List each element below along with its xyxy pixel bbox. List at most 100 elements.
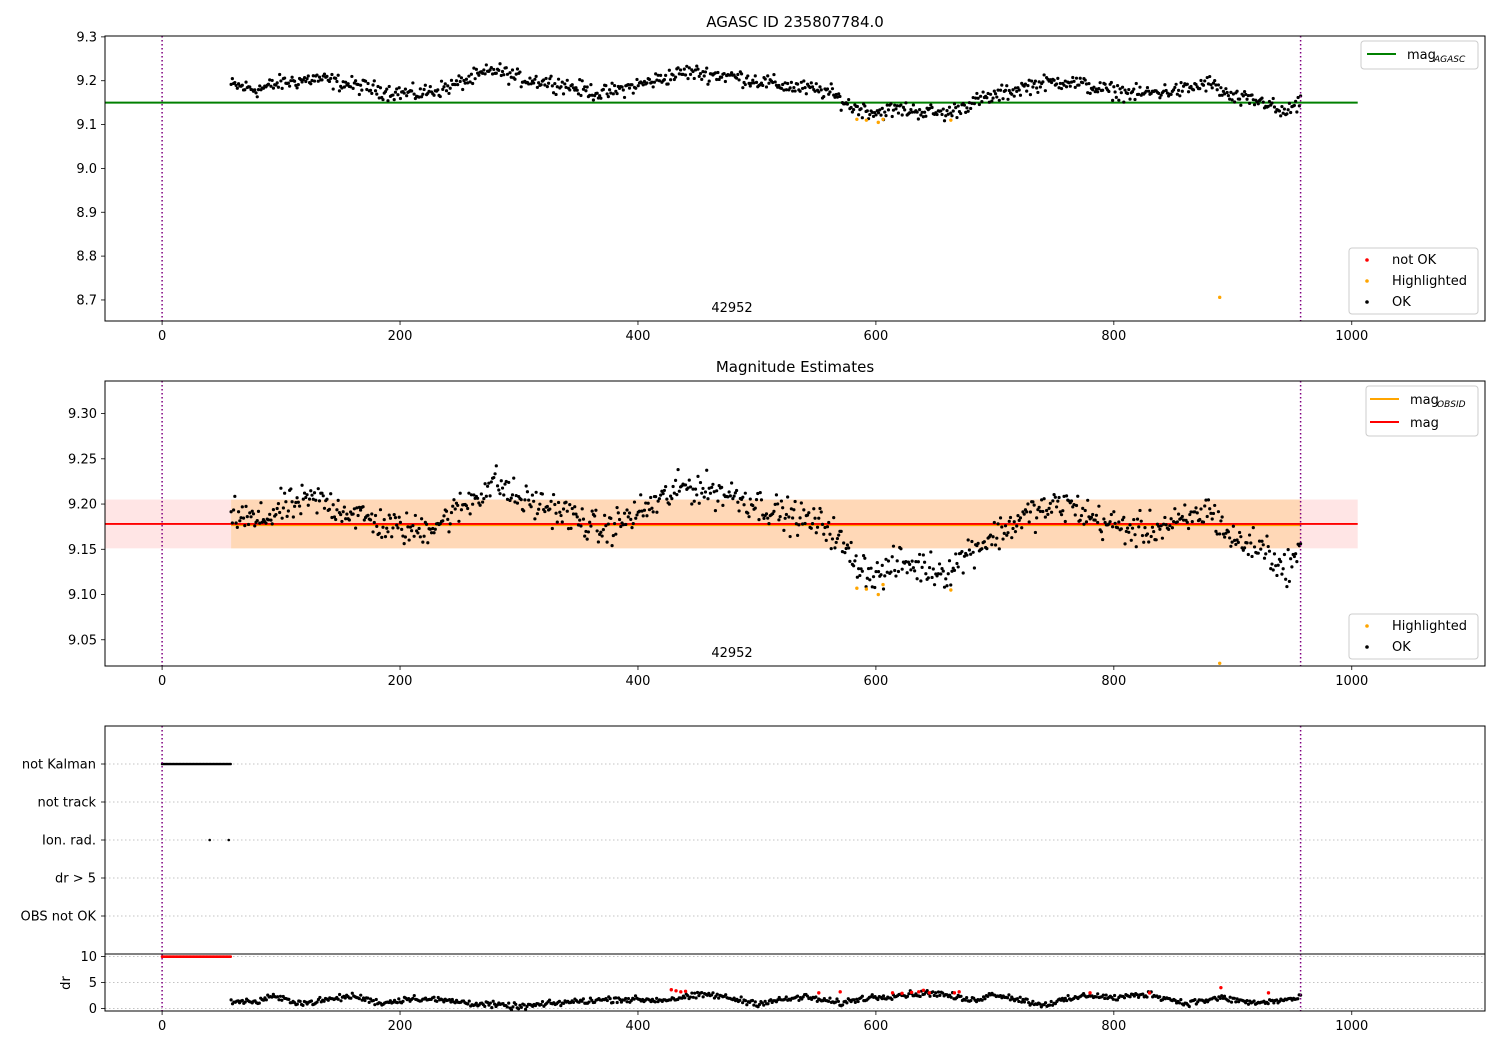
ok-point [686, 76, 690, 81]
ok-point [942, 585, 947, 589]
ok-point [691, 995, 695, 999]
ok-point [472, 493, 476, 497]
ok-point [935, 994, 939, 998]
ok-point [742, 503, 746, 507]
ok-point [495, 484, 500, 488]
ok-point [1133, 533, 1137, 537]
ok-point [1164, 523, 1168, 527]
ok-point [678, 68, 683, 72]
panel-agasc: AGASC ID 235807784.0 0 200 400 600 800 10008.… [76, 13, 1486, 344]
ok-point [963, 998, 967, 1002]
ok-point [1228, 536, 1232, 540]
ok-point [1191, 88, 1196, 92]
ok-point [1005, 533, 1009, 537]
ok-point [514, 1002, 518, 1007]
ok-point [624, 996, 628, 1001]
ok-point [321, 494, 325, 498]
ok-point [585, 85, 589, 89]
ok-point [355, 506, 359, 510]
ok-point [919, 579, 923, 583]
ok-point [1183, 503, 1187, 507]
ok-point [519, 85, 523, 89]
ok-point [919, 113, 923, 117]
ok-point [1201, 520, 1206, 524]
ok-point [677, 72, 681, 76]
ok-point [1270, 998, 1275, 1002]
ok-point [1109, 512, 1113, 517]
ok-point [478, 503, 482, 507]
ok-point [965, 106, 969, 110]
ok-point [985, 547, 989, 551]
ok-point [996, 88, 1000, 92]
ok-point [281, 506, 285, 510]
ok-point [1245, 541, 1249, 545]
ok-point [481, 500, 485, 504]
ok-point [447, 997, 452, 1002]
ok-point [804, 92, 808, 96]
ok-point [657, 79, 662, 83]
legend-frame [1348, 613, 1479, 660]
ok-point [1012, 94, 1016, 98]
y-tick-label: 8.7 [76, 293, 97, 308]
dr-not-ok-point [838, 990, 842, 994]
ok-point [568, 503, 572, 507]
ok-point [256, 88, 261, 92]
dr-not-ok-point [900, 991, 904, 996]
legend-swatch [1365, 258, 1369, 262]
ok-point [240, 505, 244, 509]
ok-point [791, 89, 795, 93]
ok-point [908, 562, 912, 566]
ok-point [401, 534, 405, 538]
highlighted-point [876, 592, 880, 597]
ok-point [1172, 88, 1176, 92]
ok-point [372, 520, 376, 525]
ok-point [1129, 538, 1133, 542]
ok-point [529, 505, 533, 509]
ok-point [720, 75, 724, 79]
legend-mag-lines: mag OBSID mag [1365, 385, 1479, 437]
ok-point [746, 74, 750, 78]
legend-label: Highlighted [1392, 274, 1467, 289]
plot-area [105, 36, 1485, 321]
ok-point [250, 509, 254, 513]
ok-point [645, 514, 649, 518]
ok-point [1242, 90, 1247, 94]
ok-point [1094, 87, 1099, 91]
ok-point [1295, 560, 1299, 564]
y-tick-label: dr > 5 [55, 872, 96, 887]
ok-point [1143, 526, 1147, 530]
ok-point [951, 109, 955, 113]
ok-point [1287, 101, 1291, 105]
ok-point [1287, 579, 1291, 584]
dr-not-ok-point [921, 988, 926, 992]
ok-point [871, 575, 876, 579]
ok-point [702, 74, 706, 78]
ok-point [570, 506, 574, 511]
ok-point [609, 516, 613, 520]
ok-point [314, 498, 318, 502]
ok-point [1007, 88, 1011, 93]
ok-point [818, 85, 822, 89]
ok-point [1122, 100, 1126, 104]
ok-point [229, 82, 233, 86]
ok-point [809, 526, 813, 530]
ok-point [1279, 114, 1283, 118]
ok-point [305, 77, 309, 81]
ok-point [930, 575, 934, 580]
ok-point [408, 525, 412, 529]
ok-point [1160, 536, 1165, 540]
ok-point [498, 492, 502, 496]
ok-point [683, 996, 687, 1000]
ok-point [243, 524, 247, 528]
ok-point [763, 77, 767, 81]
ok-point [230, 521, 234, 525]
ok-point [1286, 548, 1290, 552]
ok-point [1111, 997, 1115, 1001]
ok-point [575, 515, 579, 519]
ok-point [1223, 535, 1227, 539]
ok-point [451, 504, 455, 508]
ok-point [471, 81, 475, 86]
ok-point [311, 497, 315, 501]
ok-point [954, 552, 958, 556]
ok-point [264, 521, 268, 525]
